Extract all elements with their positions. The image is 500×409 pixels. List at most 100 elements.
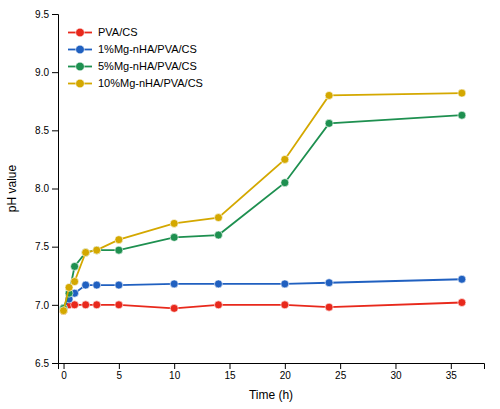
y-tick-label: 7.0 <box>35 300 49 311</box>
data-point <box>170 233 178 241</box>
y-axis: 6.5 7.0 7.5 8.0 8.5 9.0 9.5 <box>35 9 58 369</box>
data-point <box>82 248 90 256</box>
data-point <box>93 246 101 254</box>
legend-marker <box>76 28 85 37</box>
data-point <box>60 307 68 315</box>
legend-label: PVA/CS <box>98 26 138 38</box>
y-tick-mark <box>52 130 58 131</box>
x-tick-label: 10 <box>169 370 181 381</box>
series-line <box>64 303 462 311</box>
legend: PVA/CS 1%Mg-nHA/PVA/CS 5%Mg-nHA/PVA/CS 10%M… <box>68 26 203 89</box>
x-axis: 0 5 10 15 20 25 30 35 <box>59 363 485 381</box>
y-tick-label: 8.5 <box>35 125 49 136</box>
x-tick-mark <box>230 363 231 369</box>
legend-item: 10%Mg-nHA/PVA/CS <box>68 77 203 89</box>
legend-label: 10%Mg-nHA/PVA/CS <box>98 77 203 89</box>
y-tick-mark <box>52 14 58 15</box>
x-tick: 20 <box>280 363 292 381</box>
plot-area: 0 5 10 15 20 25 30 35 6.5 7.0 7.5 8.0 8.5 9.0 9.5 PVA/C… <box>35 9 484 381</box>
y-tick: 9.5 <box>35 9 58 20</box>
y-tick-mark <box>52 363 58 364</box>
y-tick-label: 8.0 <box>35 183 49 194</box>
y-tick: 6.5 <box>35 358 58 369</box>
data-point <box>458 111 466 119</box>
legend-marker <box>76 79 85 88</box>
data-point <box>60 307 68 315</box>
series <box>60 299 466 315</box>
data-point <box>214 301 222 309</box>
y-tick-label: 6.5 <box>35 358 49 369</box>
y-tick: 9.0 <box>35 67 58 78</box>
data-point <box>325 279 333 287</box>
x-tick-label: 5 <box>117 370 123 381</box>
y-tick: 7.5 <box>35 241 58 252</box>
data-point <box>325 119 333 127</box>
data-point <box>115 246 123 254</box>
x-tick-mark <box>395 363 396 369</box>
y-axis-line <box>52 15 59 364</box>
x-tick: 15 <box>224 363 236 381</box>
data-point <box>458 275 466 283</box>
data-point <box>281 301 289 309</box>
data-point <box>281 179 289 187</box>
x-tick-label: 15 <box>224 370 236 381</box>
x-tick-label: 25 <box>335 370 347 381</box>
y-tick-mark <box>52 72 58 73</box>
y-tick-mark <box>52 305 58 306</box>
data-point <box>325 91 333 99</box>
series-line <box>64 93 462 311</box>
x-tick: 10 <box>169 363 181 381</box>
x-tick-mark <box>451 363 452 369</box>
marks <box>60 89 466 315</box>
data-point <box>71 262 79 270</box>
data-point <box>214 280 222 288</box>
data-point <box>71 278 79 286</box>
legend-marker <box>76 45 85 54</box>
y-tick: 8.0 <box>35 183 58 194</box>
y-tick-mark <box>52 189 58 190</box>
legend-label: 1%Mg-nHA/PVA/CS <box>98 43 197 55</box>
series <box>60 89 466 315</box>
x-tick-label: 35 <box>446 370 458 381</box>
legend-label: 5%Mg-nHA/PVA/CS <box>98 60 197 72</box>
legend-item: 5%Mg-nHA/PVA/CS <box>68 60 197 72</box>
x-tick-mark <box>285 363 286 369</box>
series <box>60 111 466 312</box>
x-tick-mark <box>174 363 175 369</box>
data-point <box>93 301 101 309</box>
y-tick: 7.0 <box>35 300 58 311</box>
x-tick: 5 <box>117 363 123 381</box>
x-tick: 35 <box>446 363 458 381</box>
data-point <box>82 301 90 309</box>
data-point <box>115 281 123 289</box>
y-tick-label: 9.0 <box>35 67 49 78</box>
data-point <box>93 281 101 289</box>
data-point <box>281 155 289 163</box>
y-tick: 8.5 <box>35 125 58 136</box>
series-line <box>64 279 462 308</box>
y-axis-title: pH value <box>5 165 19 213</box>
x-tick-mark <box>119 363 120 369</box>
x-tick-label: 0 <box>61 370 67 381</box>
legend-item: 1%Mg-nHA/PVA/CS <box>68 43 197 55</box>
chart: 0 5 10 15 20 25 30 35 6.5 7.0 7.5 8.0 8.5 9.0 9.5 PVA/C… <box>0 0 500 409</box>
x-tick-label: 30 <box>390 370 402 381</box>
data-point <box>281 280 289 288</box>
data-point <box>214 231 222 239</box>
data-point <box>82 281 90 289</box>
series-line <box>64 115 462 308</box>
data-point <box>115 236 123 244</box>
x-tick: 0 <box>61 363 67 381</box>
legend-item: PVA/CS <box>68 26 138 38</box>
data-point <box>170 304 178 312</box>
data-point <box>458 89 466 97</box>
series <box>60 275 466 312</box>
data-point <box>82 248 90 256</box>
data-point <box>93 246 101 254</box>
y-tick-label: 9.5 <box>35 9 49 20</box>
y-tick-label: 7.5 <box>35 241 49 252</box>
data-point <box>115 301 123 309</box>
x-tick-mark <box>64 363 65 369</box>
data-point <box>214 214 222 222</box>
data-point <box>170 219 178 227</box>
